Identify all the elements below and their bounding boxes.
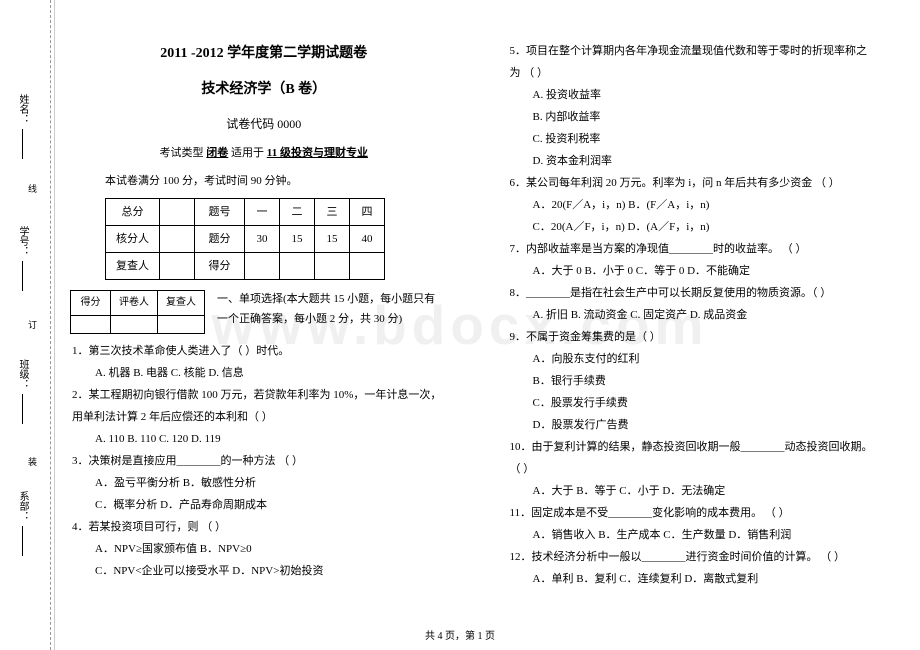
question-4-opts1: A．NPV≥国家颁布值 B．NPV≥0 [70, 538, 458, 560]
paper-code: 试卷代码 0000 [70, 112, 458, 136]
question-3: 3．决策树是直接应用________的一种方法 （ ） [70, 450, 458, 472]
question-5a: 5．项目在整个计算期内各年净现金流量现值代数和等于零时的折现率称之 [508, 40, 896, 62]
fold-marks: 线 订 装 [28, 0, 37, 650]
cell [111, 316, 158, 334]
score-table: 总分 题号 一 二 三 四 核分人 题分 30 15 15 40 复查人 得分 [105, 198, 385, 280]
cell [245, 253, 280, 280]
binding-margin: 姓名： 学号： 班级： 系部： 线 订 装 [0, 0, 55, 650]
question-6: 6．某公司每年利润 20 万元。利率为 i，问 n 年后共有多少资金 （ ） [508, 172, 896, 194]
cell: 复查人 [158, 291, 205, 316]
question-12-opts: A．单利 B．复利 C．连续复利 D．离散式复利 [508, 568, 896, 590]
cell [158, 316, 205, 334]
examtype-closed: 闭卷 [206, 147, 228, 159]
cell: 核分人 [106, 226, 160, 253]
cell: 一 [245, 199, 280, 226]
question-5-o4: D. 资本金利润率 [508, 150, 896, 172]
examtype-mid: 适用于 [228, 147, 267, 159]
question-10b: （ ） [508, 458, 896, 480]
question-6-o2: C．20(A／F，i，n) D．(A／F，i，n) [508, 216, 896, 238]
question-9-o2: B．银行手续费 [508, 370, 896, 392]
question-8: 8．________是指在社会生产中可以长期反复使用的物质资源。（ ） [508, 282, 896, 304]
cell: 得分 [195, 253, 245, 280]
left-column: 2011 -2012 学年度第二学期试题卷 技术经济学（B 卷） 试卷代码 00… [55, 0, 483, 650]
table-row: 得分 评卷人 复查人 [71, 291, 205, 316]
question-11: 11．固定成本是不受________变化影响的成本费用。 （ ） [508, 502, 896, 524]
cell: 30 [245, 226, 280, 253]
cell: 题分 [195, 226, 245, 253]
question-5-o1: A. 投资收益率 [508, 84, 896, 106]
question-3-opts1: A．盈亏平衡分析 B．敏感性分析 [70, 472, 458, 494]
question-9-o1: A．向股东支付的红利 [508, 348, 896, 370]
question-5-o3: C. 投资利税率 [508, 128, 896, 150]
examtype-prefix: 考试类型 [160, 147, 207, 159]
cell [71, 316, 111, 334]
fold-line [50, 0, 51, 650]
cell: 评卷人 [111, 291, 158, 316]
question-12: 12．技术经济分析中一般以________进行资金时间价值的计算。 （ ） [508, 546, 896, 568]
cell [315, 253, 350, 280]
table-row: 总分 题号 一 二 三 四 [106, 199, 385, 226]
mark-pack: 装 [28, 455, 37, 468]
table-row [71, 316, 205, 334]
cell: 四 [350, 199, 385, 226]
cell: 15 [315, 226, 350, 253]
cell [280, 253, 315, 280]
question-1-opts: A. 机器 B. 电器 C. 核能 D. 信息 [70, 362, 458, 384]
cell [160, 199, 195, 226]
question-3-opts2: C．概率分析 D．产品寿命周期成本 [70, 494, 458, 516]
cell: 二 [280, 199, 315, 226]
question-2-opts: A. 110 B. 110 C. 120 D. 119 [70, 428, 458, 450]
main-title: 2011 -2012 学年度第二学期试题卷 [70, 40, 458, 68]
question-11-opts: A．销售收入 B．生产成本 C．生产数量 D．销售利润 [508, 524, 896, 546]
question-1: 1．第三次技术革命使人类进入了（ ）时代。 [70, 340, 458, 362]
question-2b: 用单利法计算 2 年后应偿还的本利和（ ） [70, 406, 458, 428]
cell: 40 [350, 226, 385, 253]
mark-line: 线 [28, 182, 37, 195]
section-desc-line2: 一个正确答案，每小题 2 分，共 30 分) [217, 310, 435, 330]
question-4: 4．若某投资项目可行，则 （ ） [70, 516, 458, 538]
question-8-opts: A. 折旧 B. 流动资金 C. 固定资产 D. 成品资金 [508, 304, 896, 326]
examtype-major: 11 级投资与理财专业 [267, 147, 368, 159]
cell: 三 [315, 199, 350, 226]
question-2a: 2．某工程期初向银行借款 100 万元，若贷款年利率为 10%，一年计息一次， [70, 384, 458, 406]
cell: 复查人 [106, 253, 160, 280]
section-header: 得分 评卷人 复查人 一、单项选择(本大题共 15 小题，每小题只有 一个正确答… [70, 290, 458, 334]
sub-title: 技术经济学（B 卷） [70, 76, 458, 104]
right-column: 5．项目在整个计算期内各年净现金流量现值代数和等于零时的折现率称之 为 （ ） … [483, 0, 920, 650]
question-7-opts: A．大于 0 B．小于 0 C．等于 0 D．不能确定 [508, 260, 896, 282]
section-description: 一、单项选择(本大题共 15 小题，每小题只有 一个正确答案，每小题 2 分，共… [217, 290, 435, 330]
cell [160, 253, 195, 280]
question-4-opts2: C．NPV<企业可以接受水平 D．NPV>初始投资 [70, 560, 458, 582]
question-9-o4: D．股票发行广告费 [508, 414, 896, 436]
exam-info: 本试卷满分 100 分，考试时间 90 分钟。 [70, 170, 458, 192]
cell [350, 253, 385, 280]
cell: 15 [280, 226, 315, 253]
question-5-o2: B. 内部收益率 [508, 106, 896, 128]
question-10-opts: A．大于 B．等于 C．小于 D．无法确定 [508, 480, 896, 502]
table-row: 核分人 题分 30 15 15 40 [106, 226, 385, 253]
question-7: 7．内部收益率是当方案的净现值________时的收益率。 （ ） [508, 238, 896, 260]
question-10: 10．由于复利计算的结果，静态投资回收期一般________动态投资回收期。 [508, 436, 896, 458]
exam-type: 考试类型 闭卷 适用于 11 级投资与理财专业 [70, 142, 458, 164]
question-5b: 为 （ ） [508, 62, 896, 84]
cell: 题号 [195, 199, 245, 226]
question-6-o1: A．20(F／A，i，n) B．(F／A，i，n) [508, 194, 896, 216]
question-9-o3: C．股票发行手续费 [508, 392, 896, 414]
table-row: 复查人 得分 [106, 253, 385, 280]
cell: 得分 [71, 291, 111, 316]
page-container: 姓名： 学号： 班级： 系部： 线 订 装 2011 -2012 学年度第二学期… [0, 0, 920, 650]
mark-bind: 订 [28, 318, 37, 331]
cell [160, 226, 195, 253]
mini-score-table: 得分 评卷人 复查人 [70, 290, 205, 334]
question-9: 9．不属于资金筹集费的是（ ） [508, 326, 896, 348]
section-desc-line1: 一、单项选择(本大题共 15 小题，每小题只有 [217, 290, 435, 310]
cell: 总分 [106, 199, 160, 226]
